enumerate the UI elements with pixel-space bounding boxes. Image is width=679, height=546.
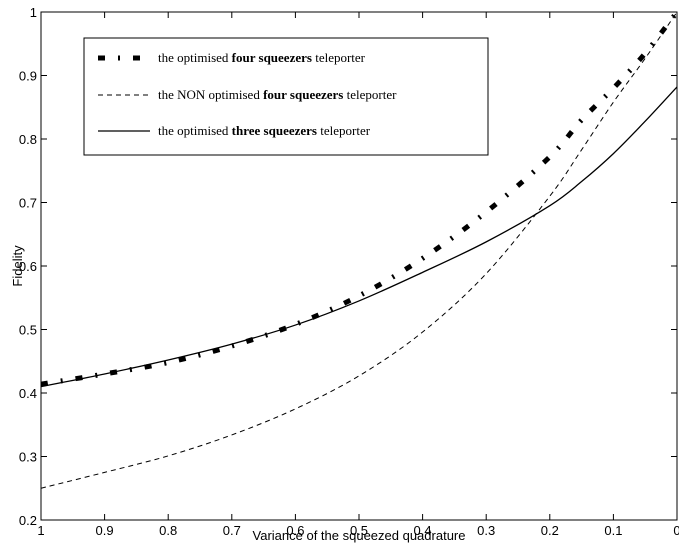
y-tick-label: 0.2 [19, 513, 37, 528]
legend-label-part: three squeezers [232, 123, 317, 138]
legend-label-part: teleporter [312, 50, 366, 65]
y-tick-label: 0.7 [19, 196, 37, 211]
series-optimised-three-squeezers-line [41, 86, 677, 388]
y-tick-label: 0.9 [19, 69, 37, 84]
x-tick-label: 1 [37, 523, 44, 538]
x-tick-label: 0.9 [96, 523, 114, 538]
y-tick-label: 0.3 [19, 450, 37, 465]
legend-label-part: the optimised [158, 123, 232, 138]
x-tick-label: 0.1 [604, 523, 622, 538]
y-tick-label: 0.6 [19, 259, 37, 274]
series-non-optimised-four-squeezers-line [41, 12, 677, 489]
x-axis-label: Variance of the squeezed quadrature [253, 528, 466, 543]
legend: the optimised four squeezers teleportert… [83, 37, 489, 156]
legend-label-part: teleporter [343, 87, 397, 102]
x-tick-label: 0 [673, 523, 679, 538]
y-axis-label: Fidelity [10, 245, 25, 287]
legend-label-part: four squeezers [232, 50, 312, 65]
x-tick-label: 0.3 [477, 523, 495, 538]
x-tick-label: 0.7 [223, 523, 241, 538]
x-tick-label: 0.4 [414, 523, 432, 538]
y-tick-label: 0.8 [19, 132, 37, 147]
y-tick-label: 0.4 [19, 386, 37, 401]
y-tick-label: 0.5 [19, 323, 37, 338]
x-tick-label: 0.6 [286, 523, 304, 538]
legend-label-part: four squeezers [263, 87, 343, 102]
series-layer [41, 12, 677, 489]
legend-label-part: teleporter [317, 123, 371, 138]
legend-label-part: the optimised [158, 50, 232, 65]
y-tick-label: 1 [30, 5, 37, 20]
axis-ticks: 1 0.9 0.8 0.7 0.6 0.5 0.4 0.3 0.2 0.1 0 0.2 0.3 0.4 0.… [19, 5, 679, 538]
series-optimised-three-squeezers-legend-label: the optimised three squeezers teleporter [158, 123, 371, 138]
legend-box [83, 37, 489, 156]
x-tick-label: 0.2 [541, 523, 559, 538]
x-tick-label: 0.8 [159, 523, 177, 538]
series-non-optimised-four-squeezers-legend-label: the NON optimised four squeezers telepor… [158, 87, 397, 102]
legend-label-part: the NON optimised [158, 87, 263, 102]
x-tick-label: 0.5 [350, 523, 368, 538]
series-optimised-four-squeezers-legend-label: the optimised four squeezers teleporter [158, 50, 366, 65]
